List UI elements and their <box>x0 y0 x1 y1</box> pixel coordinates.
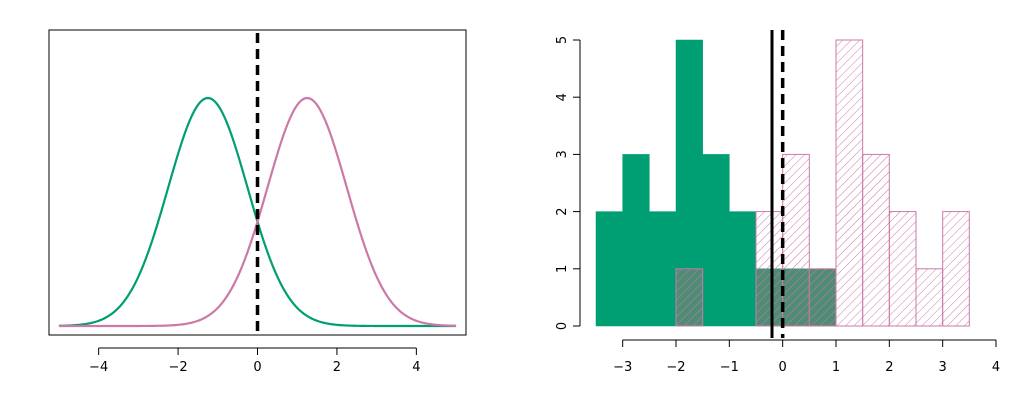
x-tick-label: 1 <box>832 360 840 375</box>
density-curves <box>58 96 457 328</box>
x-tick-label: 0 <box>253 360 261 375</box>
x-tick-label: −3 <box>613 360 632 375</box>
y-axis-ticks: 0 1 2 3 4 5 <box>555 36 580 330</box>
x-tick-label: 3 <box>939 360 947 375</box>
density-curve-2 <box>58 96 457 328</box>
pink-bar <box>888 211 917 327</box>
pink-bar <box>755 211 784 327</box>
green-bar <box>729 211 757 327</box>
x-tick-label: −4 <box>89 360 108 375</box>
pink-bar <box>915 268 944 327</box>
x-tick-label: 2 <box>885 360 893 375</box>
histogram-bars <box>595 39 970 327</box>
pink-bar <box>942 211 970 327</box>
x-tick-label: 4 <box>412 360 420 375</box>
y-tick-label: 4 <box>555 93 570 101</box>
green-bar <box>622 154 650 327</box>
x-axis-ticks: −4 −2 0 2 4 <box>89 348 420 375</box>
pink-bar <box>782 153 810 327</box>
green-bar <box>649 211 677 327</box>
plot-frame <box>48 29 467 336</box>
pink-bar <box>808 268 837 327</box>
green-bar <box>595 211 623 327</box>
y-tick-label: 0 <box>555 322 570 330</box>
density-chart: −4 −2 0 2 4 <box>48 29 467 375</box>
x-axis-ticks: −3 −2 −1 0 1 2 3 4 <box>613 340 1000 375</box>
y-tick-label: 3 <box>555 150 570 158</box>
green-bar <box>702 154 730 327</box>
y-tick-label: 2 <box>555 207 570 215</box>
x-tick-label: 4 <box>992 360 1000 375</box>
x-tick-label: −2 <box>168 360 187 375</box>
pink-bar <box>675 268 704 327</box>
histogram-chart: −3 −2 −1 0 1 2 3 4 0 1 2 3 4 5 <box>555 30 1000 375</box>
reference-lines <box>770 30 785 338</box>
pink-bar <box>862 153 890 327</box>
pink-bar <box>835 39 864 327</box>
x-tick-label: −2 <box>666 360 685 375</box>
y-tick-label: 5 <box>555 36 570 44</box>
y-tick-label: 1 <box>555 265 570 273</box>
x-tick-label: −1 <box>720 360 739 375</box>
x-tick-label: 0 <box>779 360 787 375</box>
x-tick-label: 2 <box>333 360 341 375</box>
